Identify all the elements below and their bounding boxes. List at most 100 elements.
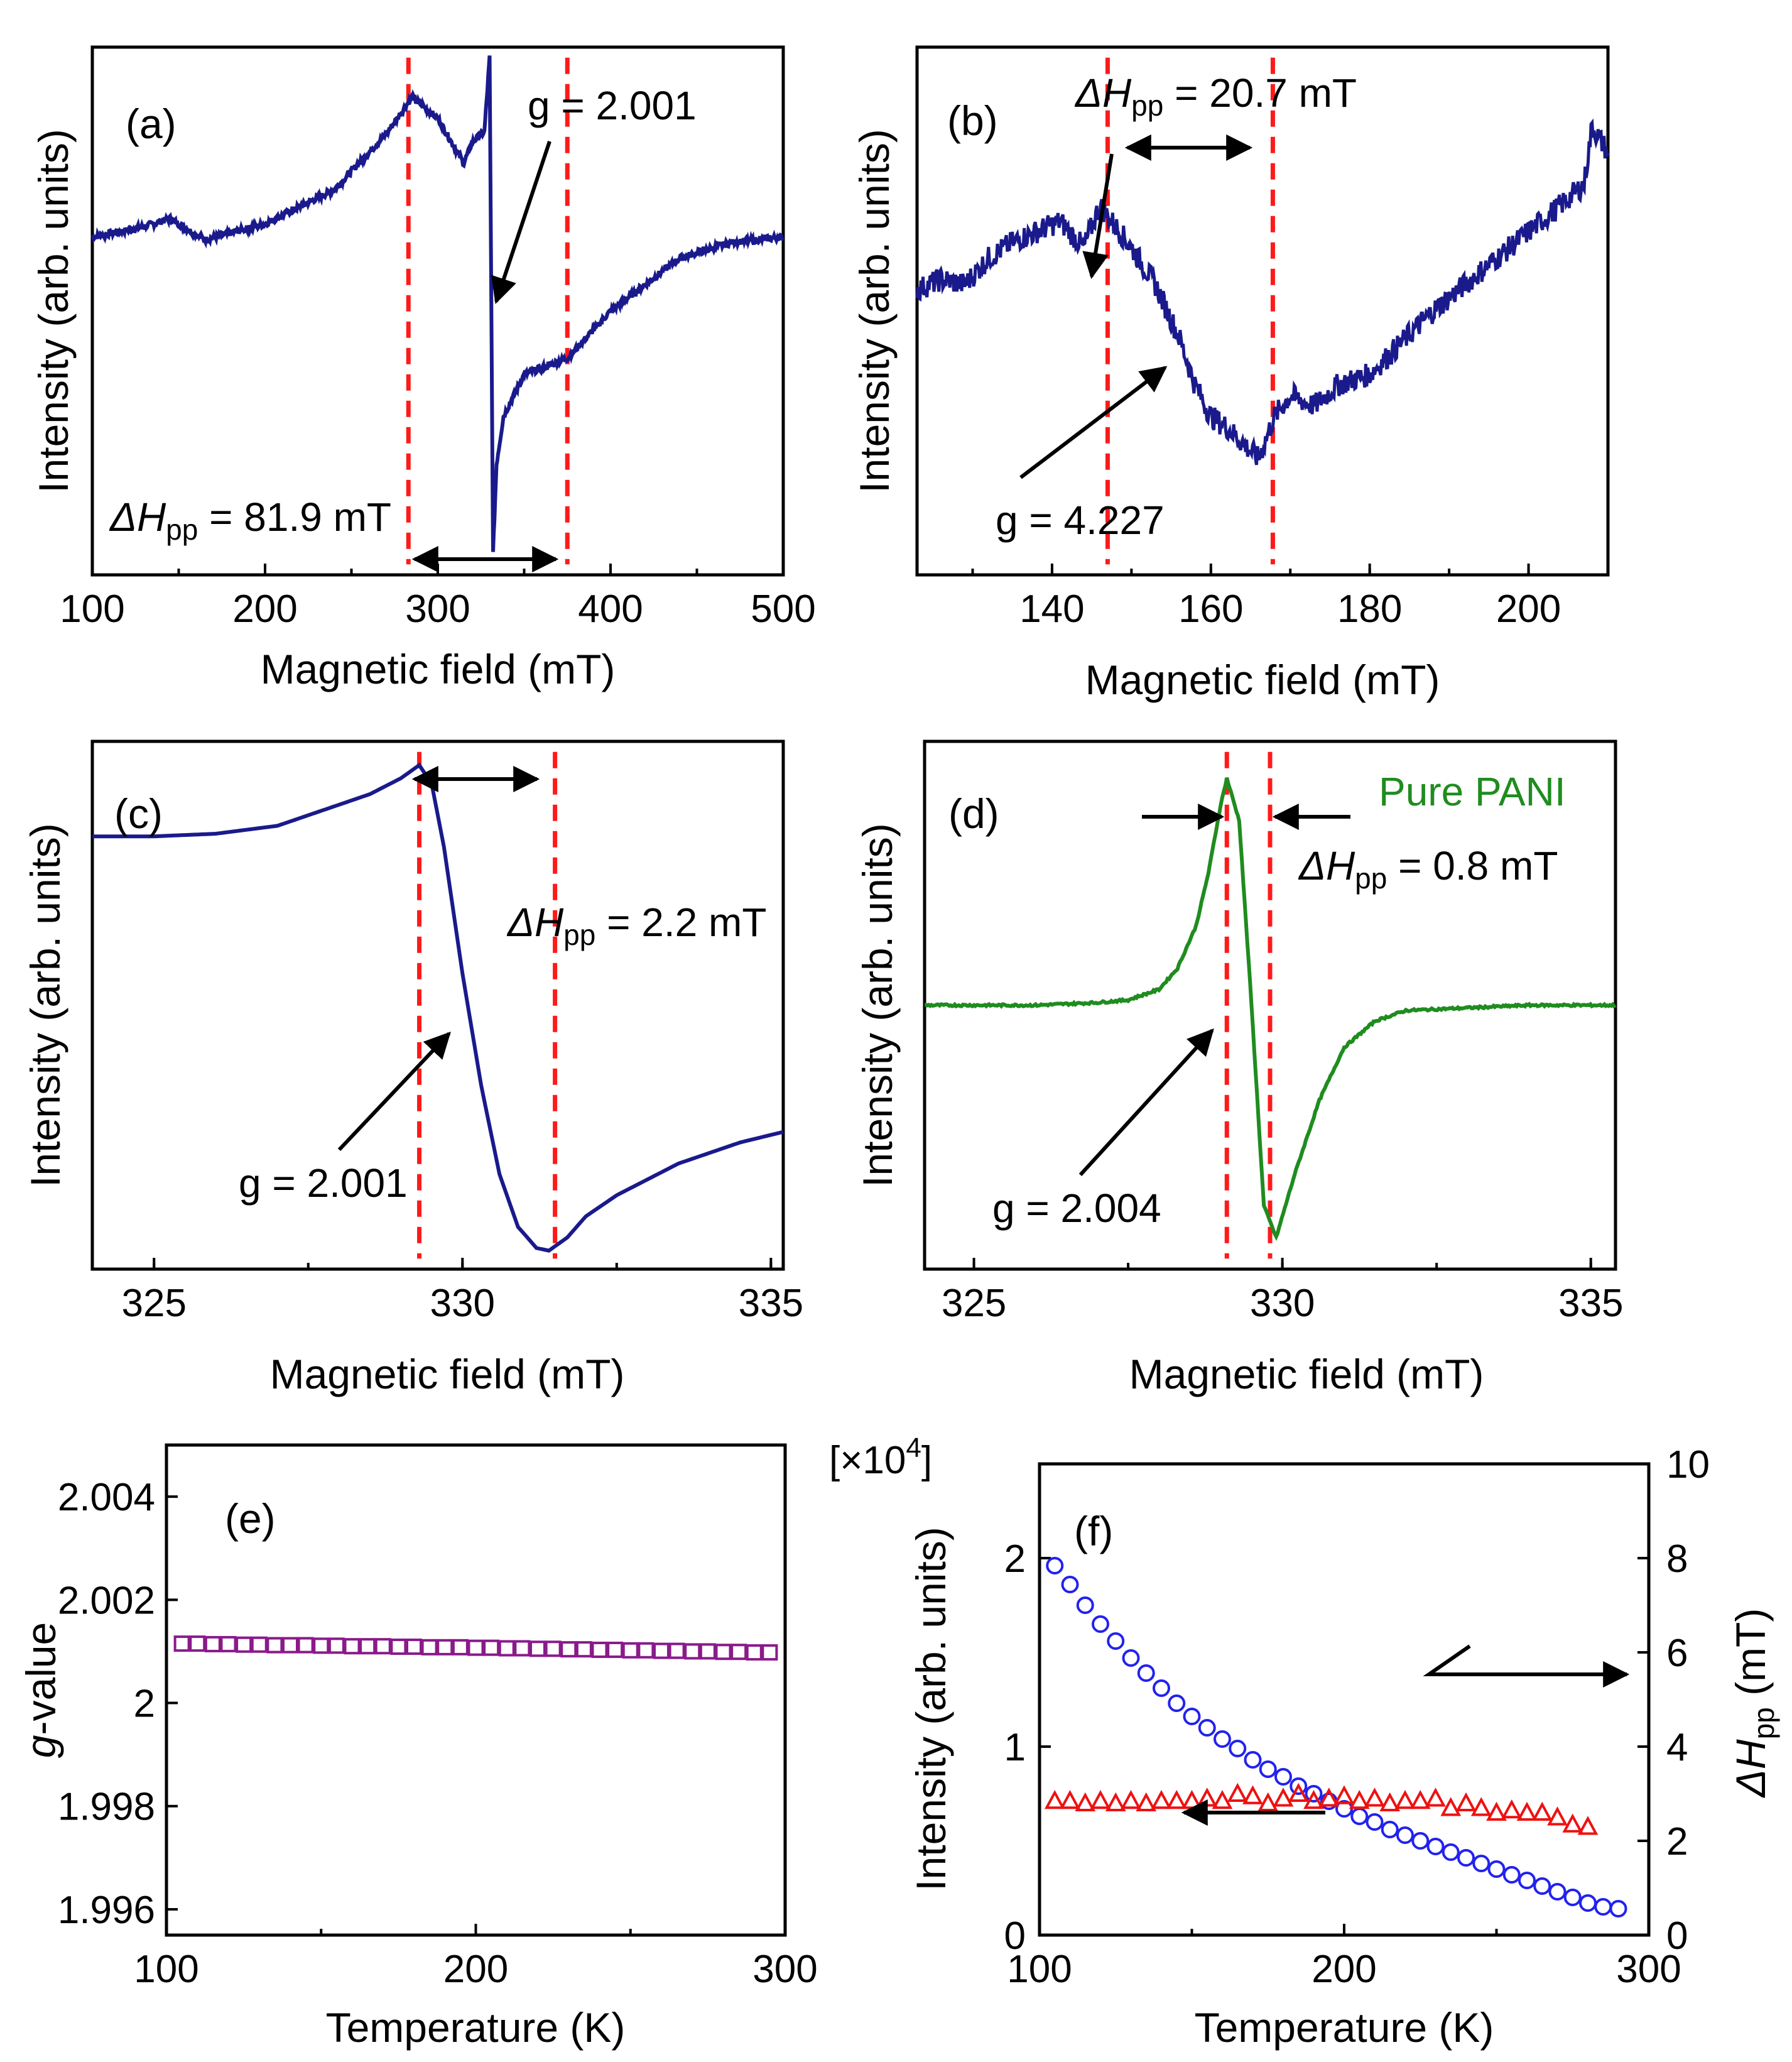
- g-value-marker: [344, 1638, 361, 1655]
- panel-c: 325 330 335 (c) ΔHpp = 2.2 mT g = 2.001 Ma…: [22, 739, 803, 1397]
- x-tick-label-f-2: 300: [1616, 1948, 1681, 1991]
- panel-label-a: (a): [126, 101, 176, 147]
- linewidth-marker: [1425, 1787, 1446, 1807]
- y-axis-title-b: Intensity (arb. units): [851, 129, 898, 493]
- g-arrow-a: [491, 141, 551, 304]
- intensity-marker: [1092, 1615, 1109, 1633]
- g-value-marker: [266, 1637, 283, 1654]
- x-tick-label-c-2: 335: [739, 1282, 803, 1325]
- delta-annotation-c: ΔHpp = 2.2 mT: [506, 900, 766, 951]
- x-tick-label-b-1: 160: [1178, 587, 1243, 631]
- x-tick-label-d-1: 330: [1250, 1282, 1315, 1325]
- delta-annotation-a: ΔHpp = 81.9 mT: [109, 494, 391, 546]
- linewidth-marker: [1136, 1792, 1157, 1811]
- linewidth-marker: [1470, 1797, 1492, 1816]
- linewidth-marker: [1075, 1792, 1096, 1811]
- g-value-marker: [684, 1643, 701, 1660]
- linewidth-marker: [1121, 1790, 1141, 1809]
- y-tick-label-e-0: 1.996: [58, 1889, 155, 1932]
- intensity-marker: [1350, 1808, 1369, 1825]
- g-value-marker: [236, 1636, 253, 1653]
- y-axis-title-d: Intensity (arb. units): [854, 823, 901, 1187]
- y-tick-label-e-3: 2.002: [58, 1579, 155, 1622]
- linewidth-marker: [1303, 1790, 1324, 1809]
- x-tick-label-f-1: 200: [1311, 1948, 1376, 1991]
- y-axis-title-c: Intensity (arb. units): [22, 823, 68, 1187]
- linewidth-marker: [1105, 1792, 1126, 1811]
- g-value-marker: [607, 1641, 624, 1658]
- linewidth-marker: [1486, 1801, 1507, 1821]
- x-tick-label-a-3: 400: [578, 587, 643, 631]
- g-value-marker: [498, 1640, 515, 1657]
- linewidth-marker: [1562, 1813, 1583, 1833]
- y2-tick-label-f-0: 0: [1666, 1914, 1688, 1958]
- y2-axis-title-f: ΔHpp (mT): [1727, 1608, 1780, 1799]
- y-tick-label-e-1: 1.998: [58, 1786, 155, 1829]
- x-tick-label-b-0: 140: [1019, 587, 1084, 631]
- linewidth-marker: [1577, 1816, 1599, 1835]
- panel-label-d: (d): [948, 790, 999, 837]
- x-tick-label-e-1: 200: [443, 1948, 508, 1991]
- g-value-marker: [715, 1644, 732, 1661]
- intensity-marker: [1046, 1557, 1064, 1574]
- x-tick-label-f-0: 100: [1007, 1948, 1072, 1991]
- markers-f: [1044, 1557, 1627, 1917]
- intensity-marker: [1548, 1883, 1567, 1901]
- linewidth-marker: [1547, 1806, 1568, 1826]
- y-axis-title-f: Intensity (arb. units): [908, 1527, 954, 1891]
- g-value-marker: [560, 1641, 577, 1658]
- x-axis-title-c: Magnetic field (mT): [270, 1351, 625, 1397]
- plot-frame-b: [915, 45, 1610, 577]
- right-axis-arrow-f: [1423, 1644, 1630, 1688]
- intensity-marker: [1487, 1860, 1506, 1878]
- g-value-marker: [297, 1637, 314, 1654]
- y2-tick-label-f-4: 8: [1666, 1537, 1688, 1581]
- g-value-marker: [390, 1639, 407, 1656]
- intensity-marker: [1137, 1664, 1155, 1682]
- linewidth-marker: [1531, 1801, 1553, 1821]
- delta-annotation-b: ΔHpp = 20.7 mT: [1074, 70, 1357, 122]
- spectrum-line-d: [924, 777, 1617, 1241]
- linewidth-marker: [1090, 1790, 1111, 1809]
- ticks-b: 140 160 180 200: [971, 564, 1609, 631]
- panel-label-e: (e): [225, 1495, 276, 1542]
- delta-arrow-b-left: [1082, 153, 1114, 280]
- x-tick-label-e-0: 100: [134, 1948, 198, 1991]
- linewidth-marker: [1501, 1799, 1523, 1819]
- panel-a: 100 200 300 400 500 (a) g = 2.001 ΔHpp = 81.…: [30, 45, 816, 692]
- y-tick-label-e-2: 2: [134, 1683, 155, 1726]
- y2-tick-label-f-1: 2: [1666, 1820, 1688, 1863]
- x-tick-label-e-2: 300: [752, 1948, 817, 1991]
- panel-label-f: (f): [1074, 1508, 1113, 1554]
- intensity-marker: [1061, 1576, 1079, 1593]
- ticks-c: 325 330 335: [121, 1258, 803, 1325]
- y-axis-title-e: g-value: [18, 1622, 64, 1758]
- linewidth-marker: [1364, 1787, 1385, 1807]
- y2-tick-label-f-2: 4: [1666, 1726, 1688, 1769]
- y2-tick-label-f-3: 6: [1666, 1632, 1688, 1675]
- linewidth-marker: [1394, 1790, 1416, 1809]
- intensity-marker: [1198, 1719, 1216, 1737]
- linewidth-marker: [1349, 1790, 1370, 1809]
- g-value-marker: [514, 1640, 531, 1657]
- g-value-marker: [545, 1640, 562, 1657]
- y-tick-label-f-2: 2: [1004, 1537, 1026, 1581]
- g-value-marker: [374, 1638, 391, 1655]
- linewidth-marker: [1379, 1792, 1401, 1811]
- x-tick-label-d-0: 325: [942, 1282, 1006, 1325]
- g-value-marker: [730, 1644, 747, 1661]
- intensity-marker: [1457, 1849, 1475, 1867]
- g-value-marker: [575, 1641, 592, 1658]
- linewidth-marker: [1455, 1792, 1477, 1811]
- g-value-marker: [313, 1637, 330, 1654]
- g-value-marker: [761, 1644, 778, 1661]
- linewidth-marker: [1060, 1790, 1080, 1809]
- intensity-marker: [1153, 1679, 1170, 1697]
- x-axis-title-e: Temperature (K): [326, 2004, 626, 2051]
- g-value-marker: [251, 1636, 268, 1653]
- x-axis-title-a: Magnetic field (mT): [261, 646, 616, 692]
- intensity-marker: [1244, 1751, 1262, 1769]
